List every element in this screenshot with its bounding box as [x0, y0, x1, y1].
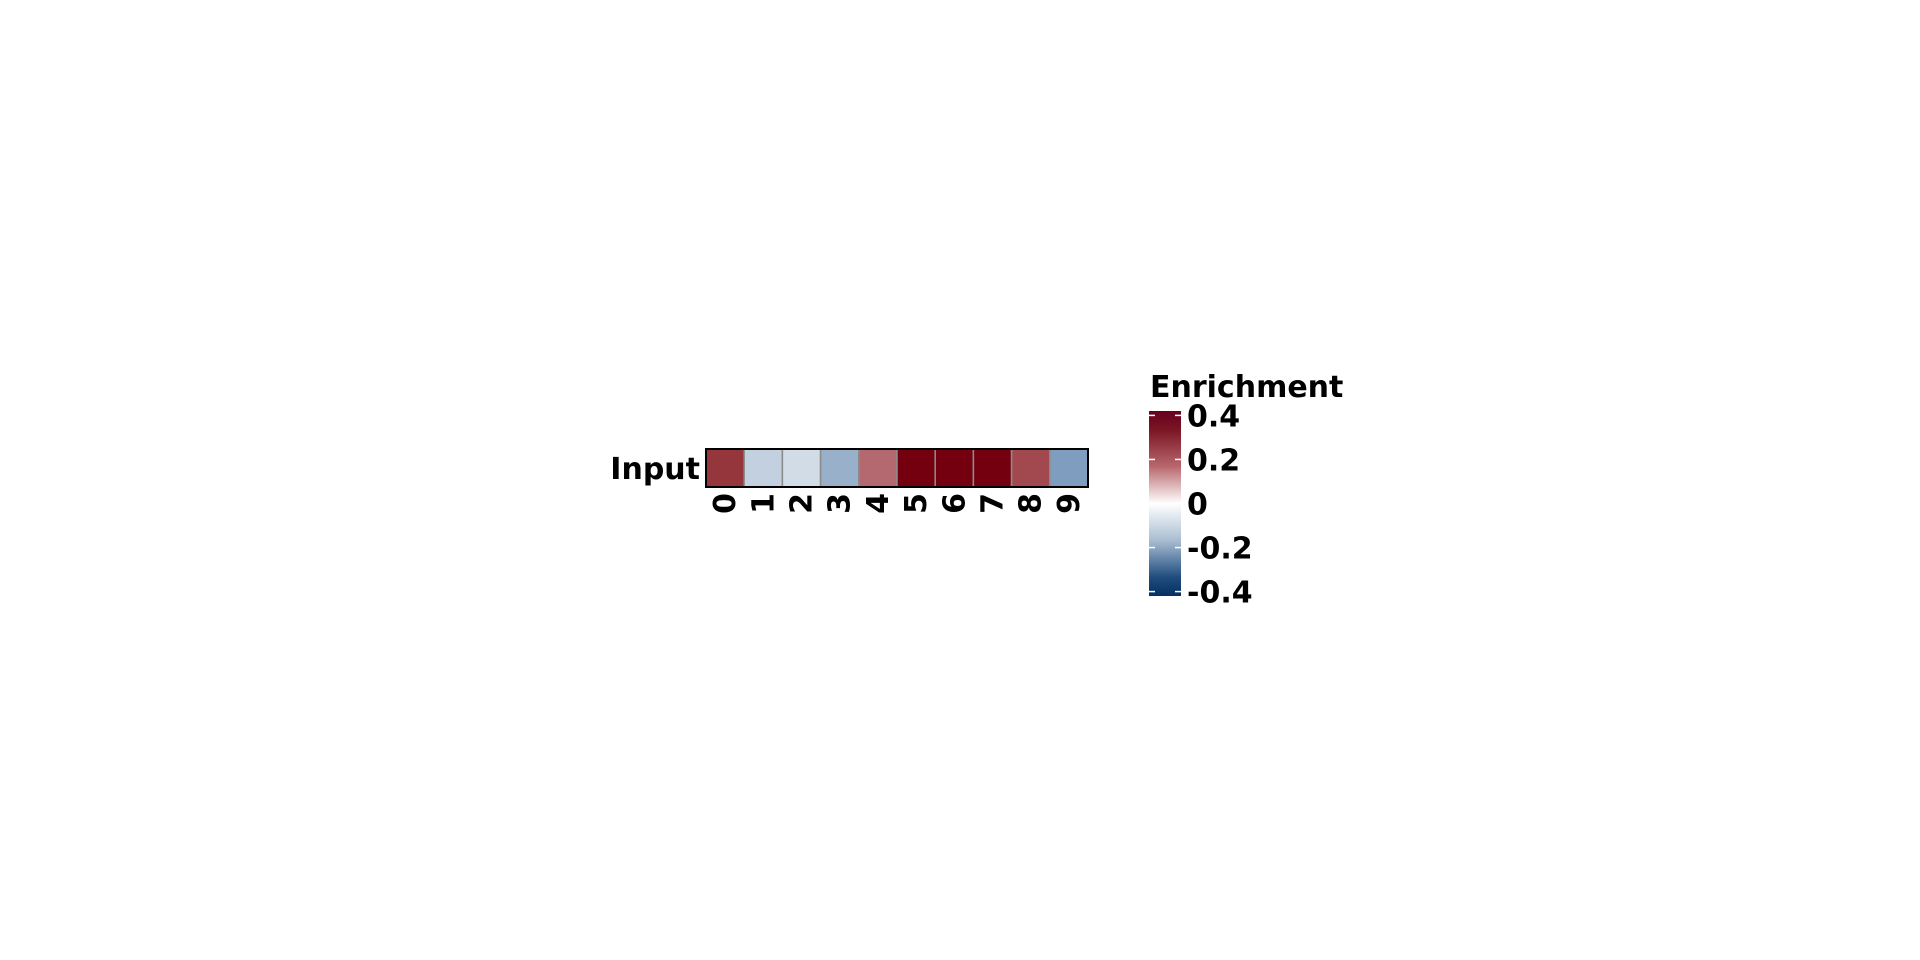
- column-label: 3: [823, 493, 858, 514]
- column-label: 8: [1014, 493, 1049, 514]
- heatmap-cell-7: [972, 448, 1013, 488]
- heatmap-cells: [705, 448, 1089, 488]
- heatmap-cell-9: [1049, 448, 1089, 488]
- heatmap-cell-2: [781, 448, 822, 488]
- column-label: 5: [899, 493, 934, 514]
- legend-tick-label: 0.4: [1187, 399, 1240, 434]
- heatmap-cell-6: [934, 448, 975, 488]
- legend-ticks: 0.4 0.2 0 -0.2 -0.4: [1149, 399, 1253, 611]
- column-label: 1: [746, 493, 781, 514]
- legend-tick-label: 0.2: [1187, 443, 1240, 478]
- legend-tick-label: -0.2: [1187, 532, 1253, 567]
- legend-tick-label: -0.4: [1187, 576, 1253, 611]
- column-label: 6: [937, 493, 972, 514]
- column-label: 9: [1052, 493, 1087, 514]
- heatmap-cell-8: [1010, 448, 1051, 488]
- legend-tick-label: 0: [1187, 488, 1208, 523]
- heatmap-cell-4: [858, 448, 898, 488]
- heatmap-cell-1: [743, 448, 784, 488]
- column-label: 0: [708, 493, 743, 514]
- heatmap-border: [705, 448, 1089, 488]
- column-label: 4: [861, 493, 896, 514]
- row-label: Input: [610, 452, 700, 487]
- legend-title: Enrichment: [1150, 370, 1343, 405]
- heatmap-cell-5: [896, 448, 936, 488]
- column-label: 2: [785, 493, 820, 514]
- heatmap-cell-0: [705, 448, 745, 488]
- heatmap-cell-3: [819, 448, 860, 488]
- column-label: 7: [976, 493, 1011, 514]
